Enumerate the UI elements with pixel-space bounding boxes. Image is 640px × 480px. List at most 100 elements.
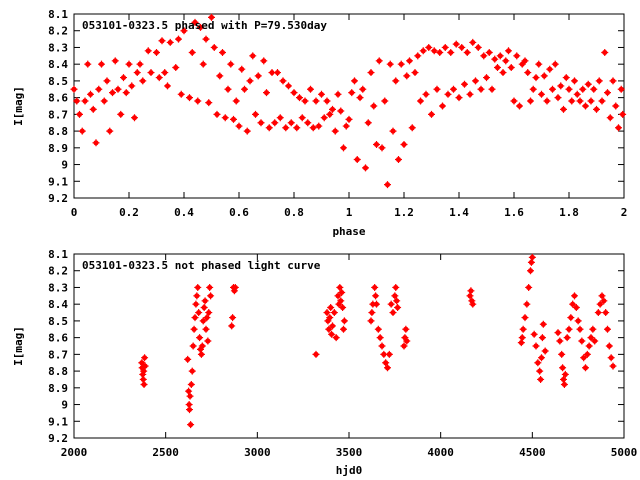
data-point-cross <box>246 77 254 85</box>
data-point-cross <box>436 48 444 56</box>
data-point-cross <box>315 122 323 130</box>
data-point-cross <box>368 309 376 317</box>
data-point-cross <box>595 77 603 85</box>
data-point-cross <box>279 77 287 85</box>
data-point-cross <box>537 375 545 383</box>
data-point-cross <box>153 48 160 56</box>
data-point-cross <box>241 85 248 93</box>
data-point-cross <box>502 57 510 65</box>
data-point-cross <box>568 97 576 105</box>
data-point-cross <box>140 380 148 388</box>
data-point-cross <box>87 90 94 98</box>
data-point-cross <box>198 342 206 350</box>
data-point-cross <box>364 119 372 127</box>
data-point-cross <box>345 115 353 123</box>
data-point-cross <box>193 292 201 300</box>
data-point-cross <box>411 69 419 77</box>
data-point-cross <box>199 317 207 325</box>
data-point-cross <box>601 48 609 56</box>
data-point-cross <box>164 82 171 90</box>
data-point-cross <box>439 102 446 110</box>
data-point-cross <box>403 72 411 80</box>
data-point-cross <box>538 90 545 98</box>
data-point-cross <box>402 325 410 333</box>
y-tick-label: 8.3 <box>48 281 68 294</box>
data-point-cross <box>576 97 584 105</box>
data-point-cross <box>543 97 551 105</box>
x-tick-label: 0.4 <box>174 206 194 219</box>
data-point-cross <box>593 105 600 113</box>
x-axis-label: hjd0 <box>336 464 363 477</box>
y-tick-label: 9 <box>61 159 68 172</box>
data-point-cross <box>106 127 114 135</box>
data-point-cross <box>187 380 195 388</box>
data-point-cross <box>491 55 499 63</box>
data-point-cross <box>580 354 588 362</box>
data-point-cross <box>195 309 203 317</box>
data-point-cross <box>617 85 625 93</box>
data-point-cross <box>331 127 339 135</box>
data-point-cross <box>338 288 346 296</box>
data-point-cross <box>466 90 474 98</box>
data-point-cross <box>430 47 438 55</box>
data-point-cross <box>558 350 566 358</box>
data-point-cross <box>228 322 236 330</box>
data-point-cross <box>188 367 196 375</box>
data-point-cross <box>403 337 411 345</box>
data-point-cross <box>480 52 488 60</box>
data-point-cross <box>535 60 543 68</box>
y-tick-label: 9.1 <box>48 415 68 428</box>
data-point-cross <box>208 13 215 21</box>
data-point-cross <box>197 23 204 31</box>
y-tick-label: 8.4 <box>48 58 68 71</box>
x-tick-label: 2 <box>621 206 628 219</box>
data-point-cross <box>574 317 582 325</box>
data-point-cross <box>373 300 380 308</box>
data-point-cross <box>271 119 279 127</box>
data-point-cross <box>231 283 239 291</box>
x-tick-label: 0 <box>71 206 78 219</box>
y-tick-label: 8.9 <box>48 142 68 155</box>
data-point-cross <box>374 325 382 333</box>
data-point-cross <box>505 47 512 55</box>
data-point-cross <box>136 60 144 68</box>
data-point-cross <box>541 347 549 355</box>
data-point-cross <box>337 297 345 305</box>
data-point-cross <box>560 380 568 388</box>
data-point-cross <box>312 97 320 105</box>
data-point-cross <box>539 320 547 328</box>
data-point-cross <box>362 164 369 172</box>
data-point-cross <box>229 314 237 322</box>
data-point-cross <box>180 27 188 35</box>
data-point-cross <box>73 97 81 105</box>
data-point-cross <box>609 362 617 370</box>
data-point-cross <box>469 38 477 46</box>
data-point-cross <box>419 47 427 55</box>
data-point-cross <box>472 77 479 85</box>
data-point-cross <box>565 325 573 333</box>
data-point-cross <box>185 387 193 395</box>
data-point-cross <box>334 90 342 98</box>
data-point-cross <box>205 99 213 107</box>
data-point-cross <box>329 105 336 113</box>
data-point-cross <box>609 77 617 85</box>
plot-frame <box>73 253 625 439</box>
x-tick-label: 0.8 <box>284 206 304 219</box>
y-tick-label: 8.1 <box>48 248 68 261</box>
data-point-cross <box>186 406 193 414</box>
data-point-cross <box>529 85 537 93</box>
data-point-cross <box>385 350 393 358</box>
data-point-cross <box>161 69 169 77</box>
data-point-cross <box>587 97 595 105</box>
data-point-cross <box>381 97 389 105</box>
data-point-cross <box>252 110 259 118</box>
x-tick-label: 4500 <box>519 446 546 459</box>
data-point-cross <box>518 334 526 342</box>
data-point-cross <box>141 354 149 362</box>
data-point-cross <box>201 297 209 305</box>
x-tick-label: 1.2 <box>394 206 414 219</box>
data-point-cross <box>378 342 386 350</box>
y-tick-label: 8.8 <box>48 365 68 378</box>
data-point-cross <box>227 60 235 68</box>
data-point-cross <box>304 119 312 127</box>
